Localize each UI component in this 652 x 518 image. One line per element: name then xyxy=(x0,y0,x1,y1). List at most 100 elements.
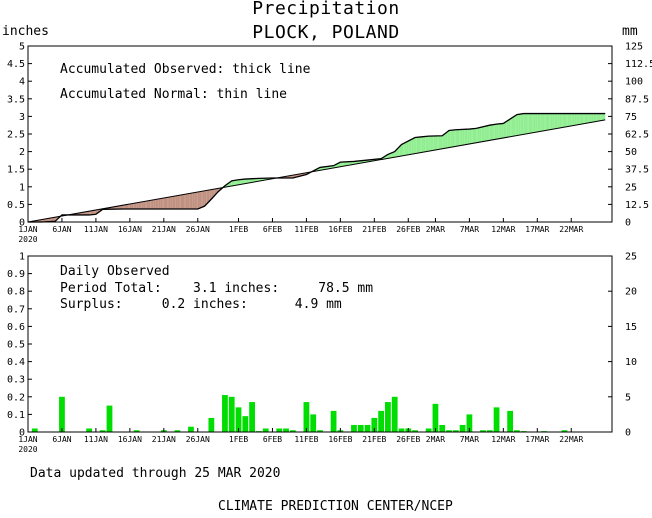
x-tick-label: 16FEB xyxy=(328,225,352,234)
difference-segment xyxy=(464,129,466,145)
x-tick-label: 1JAN xyxy=(18,435,37,444)
x-tick-label: 1FEB xyxy=(229,225,248,234)
difference-segment xyxy=(511,116,514,137)
daily-bars xyxy=(31,395,568,432)
difference-segment xyxy=(352,161,354,165)
y-tick-label: 2 xyxy=(19,147,25,158)
x-tick-label: 16FEB xyxy=(328,435,352,444)
difference-segment xyxy=(555,113,558,129)
difference-segment xyxy=(168,196,171,209)
difference-segment xyxy=(530,113,533,134)
daily-bar xyxy=(432,403,439,432)
daily-bar xyxy=(303,402,310,432)
difference-segment xyxy=(501,123,504,139)
daily-bar xyxy=(249,402,255,432)
daily-bar xyxy=(59,396,65,432)
difference-segment xyxy=(209,189,212,201)
y-tick-label: 0 xyxy=(19,428,25,439)
difference-segment xyxy=(121,205,124,210)
difference-segment xyxy=(206,190,208,205)
y2-tick-label: 125 xyxy=(625,42,643,53)
y-tick-label: 5 xyxy=(19,42,25,53)
y-axis-unit-inches: inches xyxy=(2,24,49,39)
difference-segment xyxy=(603,113,606,121)
difference-segment xyxy=(248,178,251,183)
difference-segment xyxy=(189,193,191,209)
daily-bar xyxy=(31,428,38,432)
accumulated-difference-fill xyxy=(28,113,606,222)
difference-segment xyxy=(140,201,142,209)
difference-segment xyxy=(522,113,524,135)
x-tick-label: 7MAR xyxy=(460,225,479,234)
difference-segment xyxy=(533,113,536,133)
difference-segment xyxy=(438,135,441,150)
daily-bar xyxy=(459,424,466,432)
difference-segment xyxy=(162,197,164,209)
difference-segment xyxy=(571,113,573,126)
difference-segment xyxy=(506,120,509,138)
difference-segment xyxy=(591,113,594,123)
difference-segment xyxy=(94,209,96,215)
daily-bar xyxy=(371,417,378,432)
daily-bar xyxy=(398,428,405,432)
daily-bar xyxy=(133,430,140,432)
chart-axes xyxy=(27,45,613,433)
difference-segment xyxy=(454,129,456,147)
difference-segment xyxy=(426,136,429,152)
difference-segment xyxy=(157,198,159,209)
difference-segment xyxy=(117,205,120,210)
x-tick-label: 11FEB xyxy=(294,225,318,234)
difference-segment xyxy=(202,190,205,207)
difference-segment xyxy=(167,197,169,209)
daily-bar xyxy=(228,396,235,432)
difference-segment xyxy=(549,113,551,130)
y-tick-label: 4 xyxy=(19,77,25,88)
difference-segment xyxy=(143,201,146,209)
daily-bar xyxy=(330,410,337,432)
difference-segment xyxy=(194,192,197,209)
difference-segment xyxy=(494,124,497,140)
x-tick-label: 17MAR xyxy=(525,435,549,444)
difference-segment xyxy=(505,121,507,138)
daily-bar xyxy=(262,428,269,432)
x-tick-label: 26FEB xyxy=(396,225,420,234)
difference-segment xyxy=(595,113,597,122)
difference-segment xyxy=(245,178,247,184)
difference-segment xyxy=(408,140,410,155)
difference-segment xyxy=(486,125,489,141)
difference-segment xyxy=(598,113,601,122)
difference-segment xyxy=(430,136,433,151)
difference-segment xyxy=(469,128,472,144)
difference-segment xyxy=(393,151,395,158)
daily-bar xyxy=(106,405,113,432)
difference-segment xyxy=(89,210,91,215)
y2-tick-label: 75 xyxy=(625,112,637,123)
daily-bar xyxy=(391,396,398,432)
credit: CLIMATE PREDICTION CENTER/NCEP xyxy=(218,499,453,514)
accumulated-lines xyxy=(27,112,606,223)
x-tick-label: 26FEB xyxy=(396,435,420,444)
difference-segment xyxy=(566,113,568,127)
difference-segment xyxy=(496,123,499,140)
difference-segment xyxy=(576,113,579,126)
difference-segment xyxy=(428,136,431,152)
difference-segment xyxy=(488,125,490,141)
difference-segment xyxy=(477,127,480,143)
difference-segment xyxy=(196,191,198,209)
difference-segment xyxy=(238,179,241,185)
y-tick-label: 0.5 xyxy=(7,340,25,351)
daily-bar xyxy=(480,430,486,432)
difference-segment xyxy=(247,178,249,184)
difference-segment xyxy=(391,152,393,158)
surplus: Surplus: 0.2 inches: 4.9 mm xyxy=(60,297,342,312)
difference-segment xyxy=(182,194,185,209)
difference-segment xyxy=(510,117,512,137)
x-tick-label: 2MAR xyxy=(426,435,445,444)
chart-title: Precipitation xyxy=(252,0,400,19)
difference-segment xyxy=(134,202,137,209)
y-tick-label: 0.1 xyxy=(7,410,25,421)
difference-segment xyxy=(561,113,563,128)
difference-segment xyxy=(175,195,178,209)
difference-segment xyxy=(250,178,253,183)
